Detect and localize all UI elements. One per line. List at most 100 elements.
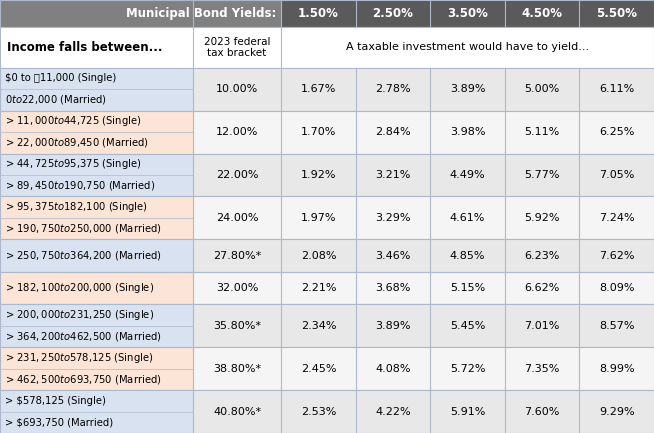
Bar — [356, 110, 430, 154]
Bar — [505, 0, 579, 27]
Text: 8.09%: 8.09% — [599, 283, 634, 293]
Text: 4.50%: 4.50% — [522, 7, 562, 20]
Text: 5.45%: 5.45% — [450, 321, 485, 331]
Bar — [281, 0, 356, 27]
Text: 38.80%*: 38.80%* — [213, 364, 261, 374]
Bar — [579, 239, 654, 272]
Text: > $462,500 to $693,750 (Married): > $462,500 to $693,750 (Married) — [5, 373, 162, 386]
Text: 9.29%: 9.29% — [599, 407, 634, 417]
Bar — [505, 154, 579, 197]
Text: 35.80%*: 35.80%* — [213, 321, 261, 331]
Text: > $250,750 to $364,200 (Married): > $250,750 to $364,200 (Married) — [5, 249, 162, 262]
Text: Municipal Bond Yields:: Municipal Bond Yields: — [126, 7, 276, 20]
Bar — [0, 0, 654, 27]
Text: 7.01%: 7.01% — [525, 321, 560, 331]
Text: 4.49%: 4.49% — [450, 170, 485, 180]
Bar — [193, 110, 281, 154]
Text: 3.46%: 3.46% — [375, 251, 411, 261]
Text: A taxable investment would have to yield...: A taxable investment would have to yield… — [346, 42, 589, 52]
Text: 8.99%: 8.99% — [599, 364, 634, 374]
Text: 8.57%: 8.57% — [599, 321, 634, 331]
Bar — [430, 390, 505, 433]
Text: > $578,125 (Single): > $578,125 (Single) — [5, 396, 106, 406]
Bar — [0, 304, 193, 347]
Bar — [0, 154, 193, 197]
Text: $0 to  $22,000 (Married): $0 to $22,000 (Married) — [5, 94, 107, 107]
Text: 2.84%: 2.84% — [375, 127, 411, 137]
Bar — [0, 197, 193, 239]
Bar — [505, 304, 579, 347]
Text: 7.62%: 7.62% — [599, 251, 634, 261]
Text: 5.77%: 5.77% — [525, 170, 560, 180]
Text: 3.29%: 3.29% — [375, 213, 411, 223]
Text: 1.50%: 1.50% — [298, 7, 339, 20]
Text: 12.00%: 12.00% — [216, 127, 258, 137]
Text: 7.05%: 7.05% — [599, 170, 634, 180]
Bar — [356, 197, 430, 239]
Text: > $89,450 to $190,750 (Married): > $89,450 to $190,750 (Married) — [5, 179, 156, 192]
Bar — [0, 272, 193, 304]
Text: 24.00%: 24.00% — [216, 213, 258, 223]
Bar — [356, 154, 430, 197]
Bar — [0, 239, 193, 272]
Bar — [281, 197, 356, 239]
Text: > $364,200 to $462,500 (Married): > $364,200 to $462,500 (Married) — [5, 330, 162, 343]
Text: 40.80%*: 40.80%* — [213, 407, 261, 417]
Text: 3.89%: 3.89% — [450, 84, 485, 94]
Bar — [430, 304, 505, 347]
Text: 7.60%: 7.60% — [525, 407, 560, 417]
Text: 5.91%: 5.91% — [450, 407, 485, 417]
Bar — [356, 0, 430, 27]
Bar — [505, 197, 579, 239]
Bar — [430, 272, 505, 304]
Bar — [356, 68, 430, 110]
Text: 10.00%: 10.00% — [216, 84, 258, 94]
Text: 3.89%: 3.89% — [375, 321, 411, 331]
Bar — [579, 0, 654, 27]
Bar — [505, 272, 579, 304]
Bar — [430, 0, 505, 27]
Text: 5.92%: 5.92% — [525, 213, 560, 223]
Text: 2.50%: 2.50% — [373, 7, 413, 20]
Bar — [430, 239, 505, 272]
Bar — [0, 68, 193, 110]
Bar — [579, 347, 654, 390]
Bar — [281, 154, 356, 197]
Text: 5.11%: 5.11% — [525, 127, 560, 137]
Text: > $95,375 to $182,100 (Single): > $95,375 to $182,100 (Single) — [5, 200, 148, 214]
Text: 7.35%: 7.35% — [525, 364, 560, 374]
Bar — [579, 304, 654, 347]
Bar — [0, 68, 654, 110]
Bar — [430, 154, 505, 197]
Bar — [0, 272, 654, 304]
Bar — [0, 304, 654, 347]
Text: 5.15%: 5.15% — [450, 283, 485, 293]
Bar — [0, 239, 654, 272]
Text: 32.00%: 32.00% — [216, 283, 258, 293]
Text: 4.85%: 4.85% — [450, 251, 485, 261]
Bar — [505, 347, 579, 390]
Text: 22.00%: 22.00% — [216, 170, 258, 180]
Bar — [193, 390, 281, 433]
Bar — [0, 197, 654, 239]
Bar — [193, 272, 281, 304]
Text: 4.08%: 4.08% — [375, 364, 411, 374]
Text: 2.45%: 2.45% — [301, 364, 336, 374]
Text: > $44,725 to $95,375 (Single): > $44,725 to $95,375 (Single) — [5, 157, 142, 171]
Text: 1.92%: 1.92% — [301, 170, 336, 180]
Bar — [281, 239, 356, 272]
Bar — [281, 110, 356, 154]
Bar — [356, 347, 430, 390]
Text: 27.80%*: 27.80%* — [213, 251, 261, 261]
Text: 2.53%: 2.53% — [301, 407, 336, 417]
Bar — [281, 272, 356, 304]
Bar — [0, 27, 193, 68]
Bar — [579, 110, 654, 154]
Text: > $182,100 to $200,000 (Single): > $182,100 to $200,000 (Single) — [5, 281, 154, 295]
Bar — [430, 110, 505, 154]
Bar — [0, 390, 654, 433]
Bar — [505, 110, 579, 154]
Text: 3.21%: 3.21% — [375, 170, 411, 180]
Bar — [193, 347, 281, 390]
Text: > $693,750 (Married): > $693,750 (Married) — [5, 417, 113, 427]
